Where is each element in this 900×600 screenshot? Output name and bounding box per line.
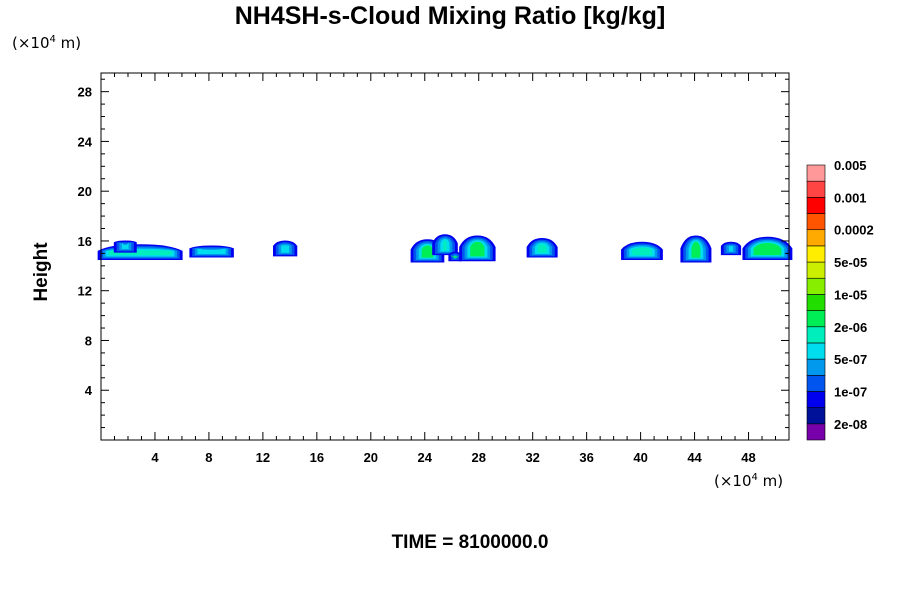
colorbar-label: 5e-07 [834,352,867,367]
colorbar-swatch [806,164,826,182]
chart-title: NH4SH-s-Cloud Mixing Ratio [kg/kg] [234,2,666,30]
x-tick-label: 20 [364,450,378,465]
y-tick-label: 12 [78,284,92,299]
colorbar-swatch [806,197,826,214]
y-axis-unit: (×104 m) [12,34,82,52]
colorbar-swatch [806,213,826,231]
cloud-patch [448,251,462,262]
cloud-layer [121,242,129,249]
cloud-patch [742,236,793,261]
y-tick-label: 8 [85,333,92,348]
cloud-layer [632,247,652,256]
cloud-patch [189,245,234,258]
colorbar-label: 2e-08 [834,417,867,432]
x-tick-label: 12 [256,450,270,465]
time-label: TIME = 8100000.0 [391,532,549,553]
colorbar-swatch [806,342,826,360]
colorbar-label: 0.001 [834,190,867,205]
colorbar-swatch [806,358,826,376]
colorbar-label: 0.005 [834,158,867,173]
cloud-layer [753,242,782,256]
y-tick-label: 4 [85,383,93,398]
x-tick-label: 24 [418,450,433,465]
cloud-layer [284,245,287,252]
colorbar-label: 1e-05 [834,287,867,302]
colorbar-swatch [806,277,826,295]
x-tick-label: 40 [633,450,647,465]
cloud-layer [200,248,223,253]
x-axis-unit: (×104 m) [714,472,784,490]
x-tick-label: 32 [525,450,539,465]
colorbar-label: 2e-06 [834,320,867,335]
cloud-layer [691,241,701,258]
x-tick-label: 44 [687,450,702,465]
x-tick-label: 8 [205,450,212,465]
x-tick-label: 4 [151,450,159,465]
cloud-patch [680,235,712,263]
colorbar-swatch [806,407,826,425]
colorbar-swatch [806,229,826,247]
cloud-patch [432,234,458,256]
x-tick-label: 16 [310,450,324,465]
y-tick-label: 28 [78,85,92,100]
cloud-patch [720,241,742,256]
colorbar-swatch [806,310,826,328]
x-tick-label: 28 [471,450,485,465]
cloud-layer [450,254,460,258]
cloud-layer [537,244,547,253]
x-tick-label: 48 [741,450,755,465]
colorbar-swatch [806,245,826,263]
cloud-patch [621,241,663,261]
colorbar-label: 0.0002 [834,223,874,238]
cloud-patch [113,240,137,253]
colorbar-swatch [806,326,826,344]
colorbar-label: 5e-05 [834,255,867,270]
colorbar-label: 1e-07 [834,384,867,399]
colorbar-swatch [806,391,826,408]
cloud-patch [459,235,496,262]
plot-frame [100,72,790,441]
cloud-layer [470,241,485,257]
y-tick-label: 16 [78,234,92,249]
colorbar-swatch [806,294,826,311]
colorbar-swatch [806,180,826,198]
cloud-patch [97,244,183,261]
cloud-layer [124,242,126,248]
y-tick-label: 24 [78,134,93,149]
cloud-layer [443,240,447,251]
cloud-patch [273,240,298,257]
colorbar-swatch [806,374,826,392]
y-tick-label: 20 [78,184,92,199]
colorbar-swatch [806,261,826,279]
cloud-patch [526,238,558,258]
cloud-layer [730,245,732,251]
cloud-layer [421,245,434,258]
colorbar-swatch [806,423,826,441]
x-tick-label: 36 [579,450,593,465]
